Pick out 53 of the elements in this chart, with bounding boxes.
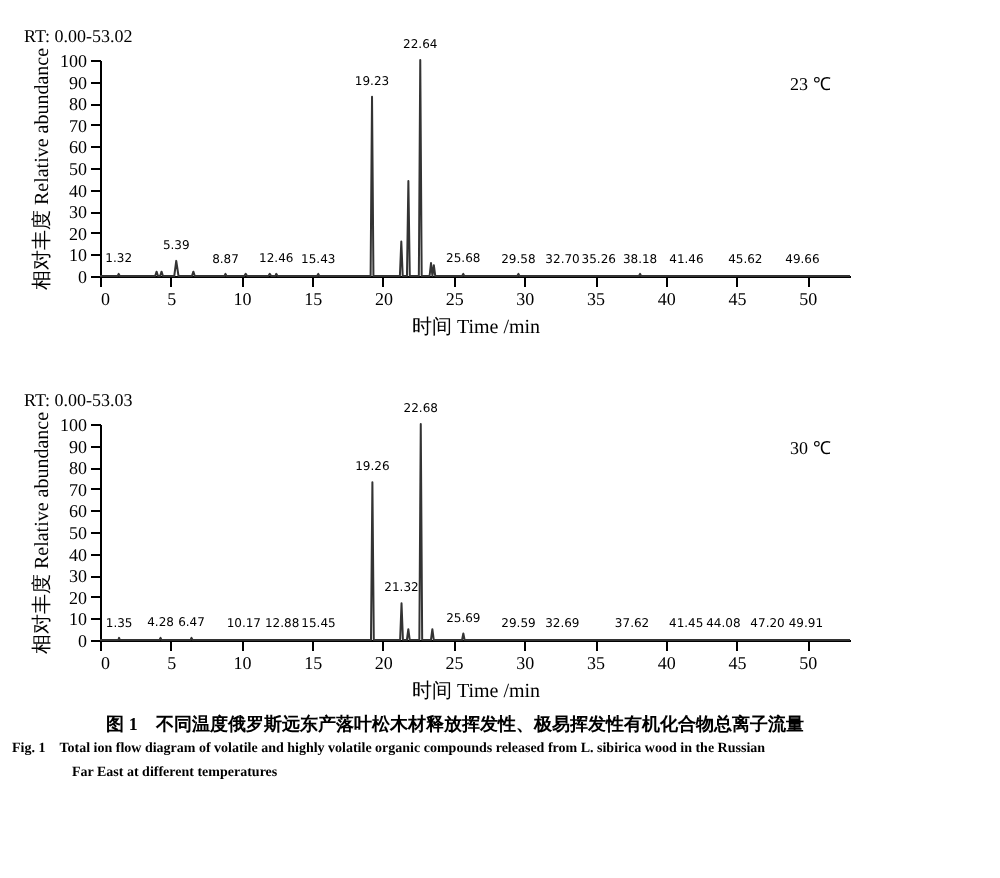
x-tick-label: 35: [587, 289, 607, 309]
x-tick-label: 5: [167, 289, 178, 309]
y-tick-label: 0: [78, 631, 88, 651]
y-tick-label: 90: [69, 72, 88, 93]
text: RT: 0.00-53.03: [24, 390, 134, 410]
x-tick-label: 0: [101, 289, 111, 309]
x-tick-label: 5: [167, 653, 178, 673]
y-tick-label: 60: [69, 137, 88, 158]
x-tick-label: 15: [304, 653, 324, 673]
x-tick-label: 20: [374, 653, 394, 673]
y-tick-label: 100: [60, 51, 88, 71]
annotation: 30 ℃: [790, 438, 831, 458]
x-tick-label: 10: [233, 289, 253, 309]
y-axis-title: 相对丰度 Relative abundance: [30, 410, 54, 655]
y-tick-label: 50: [69, 159, 88, 179]
y-tick-label: 40: [69, 180, 88, 201]
x-tick-label: 20: [374, 289, 394, 309]
y-axis-title: 相对丰度 Relative abundance: [30, 46, 54, 291]
y-tick-label: 20: [69, 587, 88, 608]
caption: 图 1 不同温度俄罗斯远东产落叶松木材释放挥发性、极易挥发性有机化合物总离子流量: [106, 714, 804, 734]
x-tick-label: 45: [728, 653, 748, 673]
y-tick-label: 80: [69, 458, 88, 479]
x-tick-label: 40: [657, 653, 677, 673]
x-tick-label: 30: [516, 653, 536, 673]
x-tick-label: 45: [728, 289, 748, 309]
x-tick-label: 15: [304, 289, 324, 309]
y-tick-label: 40: [69, 544, 88, 565]
x-tick-label: 40: [657, 289, 677, 309]
x-tick-label: 25: [445, 653, 465, 673]
y-tick-label: 0: [78, 267, 88, 287]
x-tick-label: 10: [233, 653, 253, 673]
x-tick-label: 0: [101, 653, 111, 673]
y-tick-label: 90: [69, 436, 88, 457]
x-tick-label: 25: [445, 289, 465, 309]
y-tick-label: 70: [69, 115, 88, 136]
x-axis-title: 时间 Time /min: [411, 679, 541, 703]
y-tick-label: 20: [69, 223, 88, 244]
y-tick-label: 10: [69, 245, 88, 266]
x-tick-label: 30: [516, 289, 536, 309]
y-tick-label: 10: [69, 609, 88, 630]
x-tick-label: 50: [799, 289, 819, 309]
y-tick-label: 30: [69, 202, 88, 223]
x-tick-label: 50: [799, 653, 819, 673]
y-tick-label: 60: [69, 501, 88, 522]
y-tick-label: 30: [69, 566, 88, 587]
y-tick-label: 70: [69, 479, 88, 500]
annotation: 23 ℃: [790, 74, 831, 94]
x-axis-title: 时间 Time /min: [411, 315, 541, 339]
y-tick-label: 80: [69, 94, 88, 115]
text: RT: 0.00-53.02: [24, 26, 133, 46]
y-tick-label: 100: [60, 415, 88, 435]
y-tick-label: 50: [69, 523, 88, 543]
x-tick-label: 35: [587, 653, 606, 673]
